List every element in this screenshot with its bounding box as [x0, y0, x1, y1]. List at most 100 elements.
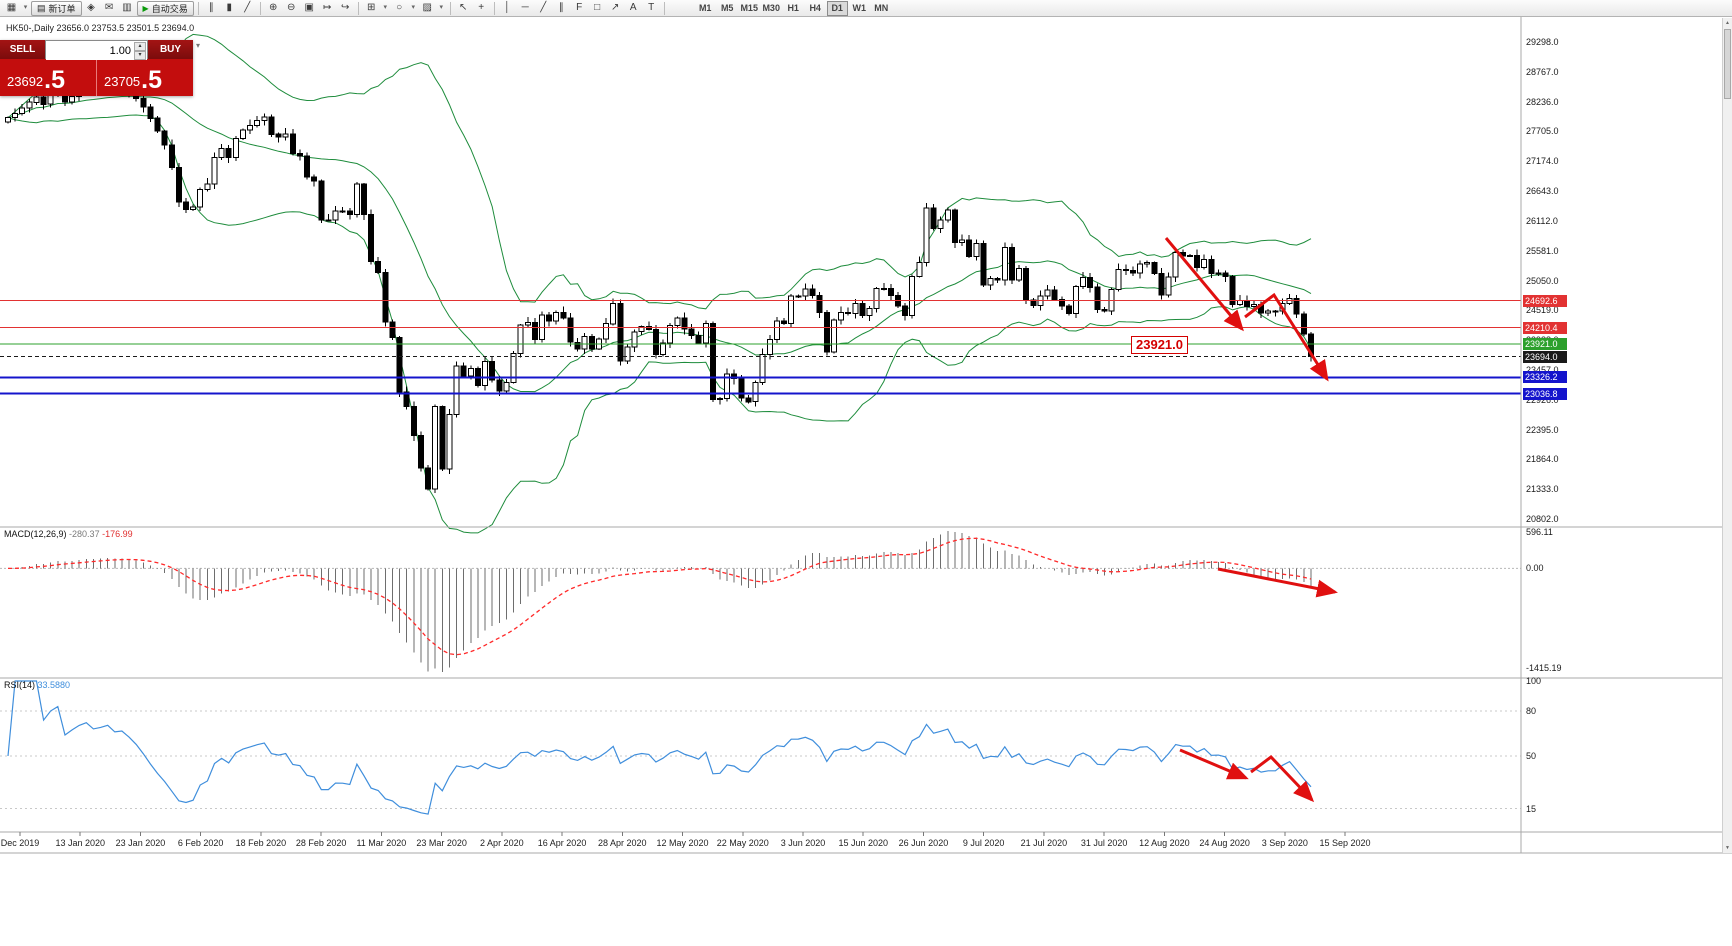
alerts-icon[interactable]: ◈	[83, 1, 100, 16]
scrollbar-thumb[interactable]	[1724, 29, 1731, 99]
price-axis-label: 25050.0	[1526, 275, 1559, 286]
chart-shift-icon[interactable]: ↪	[337, 1, 354, 16]
price-axis-label: 27174.0	[1526, 156, 1559, 167]
buy-price-button[interactable]: 23705 .5	[96, 59, 193, 96]
volume-input[interactable]	[46, 42, 147, 60]
indicators-dropdown-icon[interactable]: ▾	[381, 1, 390, 16]
price-level-tag: 23326.2	[1523, 371, 1567, 384]
line-chart-icon[interactable]: ╱	[239, 1, 256, 16]
price-axis-label: 28236.0	[1526, 96, 1559, 107]
timeframe-m1[interactable]: M1	[695, 1, 716, 16]
date-axis-label: 18 Feb 2020	[235, 838, 287, 848]
timeframe-h4[interactable]: H4	[805, 1, 826, 16]
rsi-name: RSI(14)	[4, 680, 36, 690]
date-axis-label: 21 Jul 2020	[1020, 838, 1068, 848]
shapes-icon[interactable]: □	[589, 1, 606, 16]
toolbar-separator	[493, 1, 495, 15]
market-watch-icon[interactable]: ▥	[119, 1, 136, 16]
one-click-top-row: SELL ▴ ▾ BUY	[0, 40, 193, 60]
timeframe-mn[interactable]: MN	[871, 1, 892, 16]
timeframe-m15[interactable]: M15	[739, 1, 760, 16]
rsi-axis-label: 100	[1526, 676, 1542, 686]
fibonacci-icon[interactable]: F	[571, 1, 588, 16]
new-chart-dropdown-icon[interactable]: ▾	[21, 1, 30, 16]
macd-signal-value: -176.99	[102, 529, 133, 539]
date-axis-label: Dec 2019	[0, 838, 40, 848]
candlestick-chart-icon[interactable]: ▮	[221, 1, 238, 16]
date-axis-label: 28 Feb 2020	[295, 838, 347, 848]
price-axis-label: 25581.0	[1526, 245, 1559, 256]
zoom-out-icon[interactable]: ⊖	[283, 1, 300, 16]
price-level-tag: 24692.6	[1523, 294, 1567, 307]
sell-price-button[interactable]: 23692 .5	[0, 59, 96, 96]
tile-windows-icon[interactable]: ▣	[301, 1, 318, 16]
date-axis-label: 12 May 2020	[656, 838, 709, 848]
volume-up-icon[interactable]: ▴	[134, 42, 146, 51]
timeframe-h1[interactable]: H1	[783, 1, 804, 16]
price-axis-label: 23457.0	[1526, 364, 1559, 375]
crosshair-icon[interactable]: +	[473, 1, 490, 16]
new-order-button[interactable]: ▤ 新订单	[31, 0, 82, 16]
rsi-value: 33.5880	[37, 680, 71, 690]
auto-scroll-icon[interactable]: ↦	[319, 1, 336, 16]
date-axis-label: 2 Apr 2020	[480, 838, 524, 848]
text-tool-icon[interactable]: A	[625, 1, 642, 16]
date-axis-label: 22 May 2020	[716, 838, 769, 848]
text-label-tool-icon[interactable]: T	[643, 1, 660, 16]
timeframe-group: M1 M5 M15 M30 H1 H4 D1 W1 MN	[695, 0, 892, 16]
toolbar-separator	[663, 1, 665, 15]
new-order-label: 新订单	[48, 3, 76, 14]
arrows-tool-icon[interactable]: ↗	[607, 1, 624, 16]
macd-indicator-label: MACD(12,26,9) -280.37 -176.99	[4, 529, 133, 539]
new-order-icon: ▤	[37, 2, 46, 13]
vertical-line-icon[interactable]: │	[499, 1, 516, 16]
mail-icon[interactable]: ✉	[101, 1, 118, 16]
zoom-in-icon[interactable]: ⊕	[265, 1, 282, 16]
volume-spinner: ▴ ▾	[134, 42, 146, 60]
horizontal-line-icon[interactable]: ─	[517, 1, 534, 16]
rsi-axis-label: 80	[1526, 706, 1537, 716]
date-axis-label: 12 Aug 2020	[1139, 838, 1190, 848]
vertical-scrollbar[interactable]: ▲ ▼	[1722, 18, 1732, 853]
sell-button[interactable]: SELL	[0, 40, 45, 59]
toolbar-separator	[449, 1, 451, 15]
volume-down-icon[interactable]: ▾	[134, 51, 146, 60]
timeframe-d1[interactable]: D1	[826, 0, 848, 16]
timeframe-w1[interactable]: W1	[849, 1, 870, 16]
bar-chart-icon[interactable]: ∥	[203, 1, 220, 16]
indicators-icon[interactable]: ⊞	[363, 1, 380, 16]
one-click-price-row: 23692 .5 23705 .5	[0, 59, 193, 96]
new-chart-icon[interactable]: ▦	[3, 1, 20, 16]
price-axis-label: 21864.0	[1526, 454, 1559, 465]
scroll-up-icon[interactable]: ▲	[1725, 20, 1730, 26]
channel-icon[interactable]: ∥	[553, 1, 570, 16]
price-axis-label: 22395.0	[1526, 424, 1559, 435]
timeframe-m30[interactable]: M30	[761, 1, 782, 16]
buy-price-pips: .5	[141, 66, 163, 94]
trendline-icon[interactable]: ╱	[535, 1, 552, 16]
templates-dropdown-icon[interactable]: ▾	[437, 1, 446, 16]
buy-button[interactable]: BUY	[148, 40, 193, 59]
date-axis-label: 24 Aug 2020	[1199, 838, 1250, 848]
periods-dropdown-icon[interactable]: ▾	[409, 1, 418, 16]
rsi-indicator-label: RSI(14) 33.5880	[4, 680, 70, 690]
timeframe-m5[interactable]: M5	[717, 1, 738, 16]
one-click-collapse-icon[interactable]: ▾	[196, 41, 201, 50]
templates-icon[interactable]: ▨	[419, 1, 436, 16]
price-axis-label: 24519.0	[1526, 305, 1559, 316]
toolbar-separator	[259, 1, 261, 15]
date-axis-label: 16 Apr 2020	[537, 838, 587, 848]
sell-price-main: 23692	[7, 74, 44, 89]
scroll-down-icon[interactable]: ▼	[1725, 845, 1730, 851]
buy-price-main: 23705	[104, 74, 141, 89]
macd-main-value: -280.37	[69, 529, 100, 539]
auto-trading-button[interactable]: ▶ 自动交易	[136, 0, 194, 16]
price-axis-label: 22926.0	[1526, 394, 1559, 405]
sell-price-pips: .5	[44, 66, 66, 94]
toolbar-separator	[197, 1, 199, 15]
periods-icon[interactable]: ○	[391, 1, 408, 16]
price-annotation[interactable]: 23921.0	[1131, 336, 1188, 354]
date-axis-label: 31 Jul 2020	[1080, 838, 1128, 848]
cursor-icon[interactable]: ↖	[455, 1, 472, 16]
